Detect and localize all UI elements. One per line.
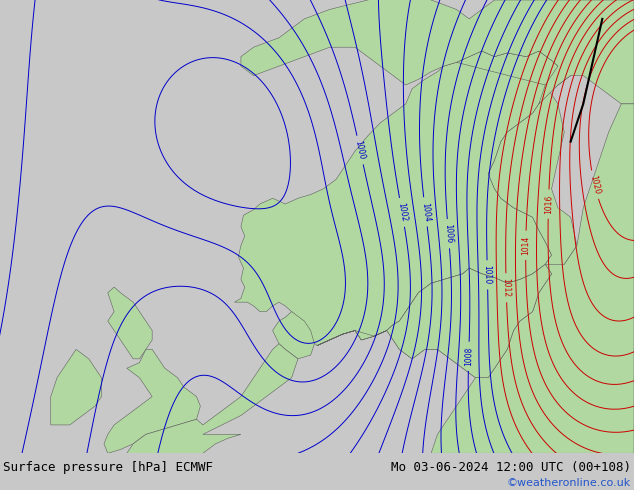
Polygon shape: [235, 51, 571, 345]
Polygon shape: [104, 349, 200, 453]
Text: Surface pressure [hPa] ECMWF: Surface pressure [hPa] ECMWF: [3, 462, 213, 474]
Text: 1010: 1010: [482, 265, 492, 285]
Text: 1004: 1004: [420, 202, 431, 222]
Text: 1016: 1016: [544, 195, 553, 214]
Polygon shape: [273, 312, 314, 359]
Polygon shape: [127, 343, 298, 463]
Polygon shape: [431, 104, 634, 453]
Text: 1020: 1020: [588, 174, 601, 195]
Text: 1008: 1008: [464, 346, 474, 366]
Polygon shape: [108, 287, 152, 359]
Text: 1012: 1012: [501, 278, 511, 297]
Text: 1002: 1002: [396, 202, 408, 222]
Polygon shape: [51, 349, 101, 425]
Text: ©weatheronline.co.uk: ©weatheronline.co.uk: [507, 478, 631, 488]
Polygon shape: [241, 0, 634, 104]
Polygon shape: [317, 51, 577, 378]
Text: Mo 03-06-2024 12:00 UTC (00+108): Mo 03-06-2024 12:00 UTC (00+108): [391, 462, 631, 474]
Text: 1000: 1000: [354, 140, 366, 161]
Polygon shape: [317, 265, 552, 378]
Text: 998: 998: [8, 479, 20, 490]
Text: 1006: 1006: [443, 224, 454, 244]
Text: 1014: 1014: [521, 236, 531, 255]
